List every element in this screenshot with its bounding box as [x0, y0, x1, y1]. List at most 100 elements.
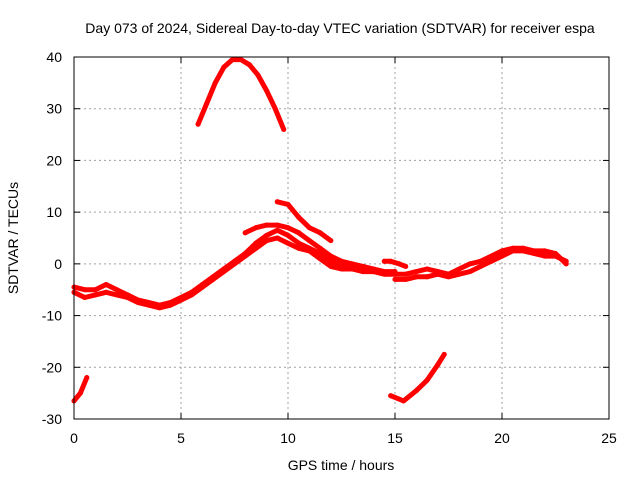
x-tick-label: 5	[177, 430, 185, 446]
data-point	[242, 251, 248, 256]
y-tick-label: 20	[46, 152, 62, 168]
data-point	[478, 258, 484, 264]
data-point	[274, 222, 280, 228]
data-point	[424, 377, 430, 383]
data-point	[339, 258, 344, 264]
data-point	[189, 289, 195, 295]
data-point	[274, 235, 280, 241]
data-point	[210, 274, 216, 280]
data-point	[424, 266, 430, 272]
y-tick-label: -30	[42, 411, 62, 427]
data-point	[285, 225, 291, 231]
data-point	[349, 261, 355, 267]
data-point	[296, 214, 302, 220]
data-point	[328, 263, 334, 269]
x-tick-label: 20	[494, 430, 510, 446]
data-point	[388, 393, 394, 399]
data-point	[413, 388, 419, 394]
data-point	[114, 287, 120, 293]
y-tick-label: 10	[46, 204, 62, 220]
data-point	[253, 240, 259, 246]
data-point	[435, 362, 441, 368]
data-point	[306, 245, 312, 251]
data-point	[388, 258, 394, 264]
data-point	[413, 274, 419, 280]
data-point	[247, 62, 252, 68]
data-point	[520, 245, 526, 251]
data-point	[296, 240, 302, 246]
data-point	[285, 232, 291, 238]
data-point	[499, 248, 505, 254]
data-point	[264, 232, 270, 238]
data-point	[328, 258, 334, 264]
data-point	[328, 253, 334, 259]
data-point	[467, 261, 473, 267]
grid-lines	[74, 57, 609, 419]
data-point	[456, 266, 462, 272]
data-point	[413, 269, 419, 275]
data-point	[488, 258, 494, 264]
series-band-main-mid	[71, 227, 398, 308]
data-point	[272, 106, 278, 112]
chart-title: Day 073 of 2024, Sidereal Day-to-day VTE…	[85, 20, 595, 36]
series-blip-14h	[381, 258, 409, 269]
y-tick-label: -10	[42, 308, 62, 324]
axis-ticks: 0 5 10 15 20 25 -30 -20 -10 0 10 20 30 40	[42, 49, 617, 446]
data-point	[264, 88, 270, 94]
y-tick-label: -20	[42, 359, 62, 375]
data-point	[328, 238, 334, 244]
series-band-main-low	[71, 235, 398, 311]
data-point	[146, 300, 152, 306]
series-arc-low-right	[388, 351, 447, 404]
data-point	[371, 266, 377, 272]
data-point	[317, 245, 323, 251]
data-point	[82, 295, 88, 300]
data-point	[242, 230, 248, 236]
data-point	[563, 261, 569, 267]
data-point	[238, 57, 244, 63]
data-point	[92, 287, 98, 293]
y-tick-label: 40	[46, 49, 62, 65]
data-series-group	[71, 57, 569, 404]
data-point	[317, 230, 323, 236]
data-point	[396, 261, 402, 267]
data-point	[306, 225, 312, 231]
data-point	[157, 302, 163, 308]
data-point	[403, 271, 409, 277]
data-point	[232, 258, 237, 264]
data-point	[82, 287, 88, 293]
data-point	[510, 245, 516, 251]
data-point	[424, 274, 430, 280]
data-point	[339, 263, 344, 269]
data-point	[456, 271, 462, 277]
data-point	[360, 263, 366, 269]
data-point	[195, 121, 201, 127]
data-point	[103, 282, 109, 287]
data-point	[531, 248, 537, 254]
data-point	[446, 271, 451, 277]
data-point	[296, 245, 302, 251]
data-point	[499, 253, 505, 259]
data-point	[221, 64, 227, 70]
data-point	[542, 248, 548, 254]
data-point	[381, 258, 387, 264]
data-point	[285, 240, 291, 246]
data-point	[114, 292, 120, 298]
data-point	[221, 266, 227, 272]
data-point	[306, 238, 312, 244]
data-point	[199, 282, 205, 287]
data-point	[542, 253, 548, 259]
data-point	[285, 201, 291, 207]
data-point	[403, 263, 409, 269]
data-point	[125, 292, 130, 298]
data-point	[229, 57, 235, 63]
data-point	[135, 297, 141, 303]
x-tick-label: 0	[70, 430, 78, 446]
data-point	[84, 375, 90, 381]
y-tick-label: 30	[46, 101, 62, 117]
data-point	[296, 230, 302, 236]
x-tick-label: 15	[387, 430, 403, 446]
x-tick-label: 10	[280, 430, 296, 446]
data-point	[212, 80, 218, 86]
